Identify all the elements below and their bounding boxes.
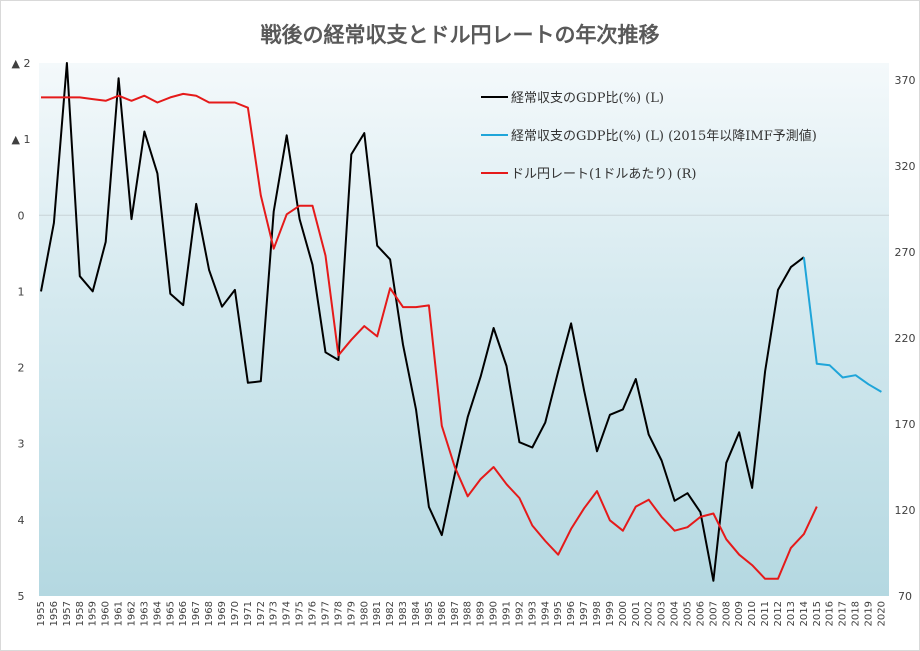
series-line-usdjpy (41, 92, 818, 580)
x-axis-tick-label: 1986 (437, 601, 448, 626)
x-axis-tick-label: 2020 (876, 601, 887, 626)
x-axis-tick-label: 2017 (838, 601, 849, 626)
chart-title: 戦後の経常収支とドル円レートの年次推移 (261, 22, 660, 47)
x-axis-tick-label: 1956 (49, 601, 60, 626)
x-axis-tick-label: 1985 (424, 601, 435, 626)
x-axis-tick-label: 1988 (463, 601, 474, 626)
x-axis-tick-label: 1999 (605, 601, 616, 626)
right-axis-tick-label: 270 (895, 246, 916, 259)
x-axis-tick-label: 1969 (217, 601, 228, 626)
x-axis-tick-label: 1968 (204, 601, 215, 626)
x-axis-tick-label: 2019 (864, 601, 875, 626)
x-axis-tick-label: 1984 (411, 601, 422, 626)
series-line-imf-forecast (802, 257, 882, 393)
left-axis-tick-label: ▲ 2 (12, 57, 31, 70)
left-axis-tick-label: 2 (18, 362, 25, 375)
x-axis-tick-label: 2018 (851, 601, 862, 626)
x-axis-tick-label: 1961 (114, 601, 125, 626)
left-axis-tick-label: ▲ 1 (12, 133, 31, 146)
x-axis-tick-label: 1982 (385, 601, 396, 626)
x-axis-tick-label: 2007 (708, 601, 719, 626)
x-axis-tick-label: 1958 (75, 601, 86, 626)
x-axis-tick-label: 1990 (489, 601, 500, 626)
right-axis-tick-label: 370 (895, 74, 916, 87)
x-axis-tick-label: 1964 (152, 601, 163, 626)
x-axis-tick-label: 1991 (501, 601, 512, 626)
x-axis-tick-label: 1955 (36, 601, 47, 626)
x-axis-tick-label: 1996 (566, 601, 577, 626)
right-axis-tick-label: 320 (895, 160, 916, 173)
x-axis-tick-label: 1972 (256, 601, 267, 626)
x-axis-tick-label: 2013 (786, 601, 797, 626)
x-axis-tick-label: 2011 (760, 601, 771, 626)
x-axis-tick-label: 2002 (644, 601, 655, 626)
x-axis-tick-label: 2005 (683, 601, 694, 626)
x-axis-tick-label: 2012 (773, 601, 784, 626)
x-axis-tick-label: 2003 (657, 601, 668, 626)
x-axis-tick-label: 2001 (631, 601, 642, 626)
x-axis-tick-label: 1966 (178, 601, 189, 626)
x-axis-tick-label: 1973 (269, 601, 280, 626)
x-axis-tick-label: 1975 (295, 601, 306, 626)
x-axis-tick-label: 1998 (592, 601, 603, 626)
x-axis-tick-label: 1970 (230, 601, 241, 626)
x-axis-tick-label: 2004 (670, 601, 681, 626)
x-axis-tick-label: 2015 (812, 601, 823, 626)
x-axis-tick-label: 2014 (799, 601, 810, 626)
x-axis-tick-label: 1960 (101, 601, 112, 626)
x-axis-tick-label: 2000 (618, 601, 629, 626)
legend-label-usdjpy: ドル円レート(1ドルあたり) (R) (511, 167, 696, 182)
x-axis-tick-label: 1989 (476, 601, 487, 626)
right-axis-tick-label: 70 (898, 590, 912, 603)
x-axis-tick-label: 2008 (721, 601, 732, 626)
left-axis-tick-label: 3 (18, 438, 25, 451)
x-axis-tick-label: 1957 (62, 601, 73, 626)
x-axis-tick-label: 1974 (282, 601, 293, 626)
x-axis-tick-label: 1971 (243, 601, 254, 626)
plot-area (39, 63, 889, 596)
x-axis-tick-label: 2010 (747, 601, 758, 626)
legend: 経常収支のGDP比(%) (L) 経常収支のGDP比(%) (L) (2015年… (481, 91, 817, 182)
x-axis-tick-label: 1980 (359, 601, 370, 626)
x-axis-tick-label: 1979 (346, 601, 357, 626)
series-line-current-account (40, 62, 805, 582)
x-axis-tick-label: 1963 (139, 601, 150, 626)
x-axis-tick-label: 1959 (88, 601, 99, 626)
x-axis-tick-label: 2006 (695, 601, 706, 626)
left-axis-tick-label: 0 (18, 209, 25, 222)
left-axis-tick-label: 1 (18, 285, 25, 298)
x-axis-tick-label: 1994 (540, 601, 551, 626)
x-axis-tick-label: 1992 (514, 601, 525, 626)
left-axis-tick-label: 4 (18, 514, 25, 527)
x-axis-tick-label: 1967 (191, 601, 202, 626)
x-axis-tick-label: 1983 (398, 601, 409, 626)
x-axis-tick-label: 2016 (825, 601, 836, 626)
legend-label-current-account: 経常収支のGDP比(%) (L) (511, 91, 664, 106)
x-axis-tick-label: 1997 (579, 601, 590, 626)
right-axis-tick-label: 170 (895, 418, 916, 431)
right-axis-tick-label: 120 (895, 504, 916, 517)
x-axis-tick-label: 2009 (734, 601, 745, 626)
x-axis-tick-label: 1995 (553, 601, 564, 626)
x-axis-tick-label: 1987 (450, 601, 461, 626)
x-axis-tick-label: 1981 (372, 601, 383, 626)
x-axis-tick-label: 1962 (127, 601, 138, 626)
x-axis-tick-label: 1977 (320, 601, 331, 626)
right-axis-tick-label: 220 (895, 332, 916, 345)
x-axis-tick-label: 1976 (308, 601, 319, 626)
x-axis-tick-label: 1993 (527, 601, 538, 626)
x-axis-tick-label: 1965 (165, 601, 176, 626)
left-axis-tick-label: 5 (18, 590, 25, 603)
x-axis-tick-label: 1978 (333, 601, 344, 626)
legend-label-imf-forecast: 経常収支のGDP比(%) (L) (2015年以降IMF予測値) (511, 128, 817, 144)
